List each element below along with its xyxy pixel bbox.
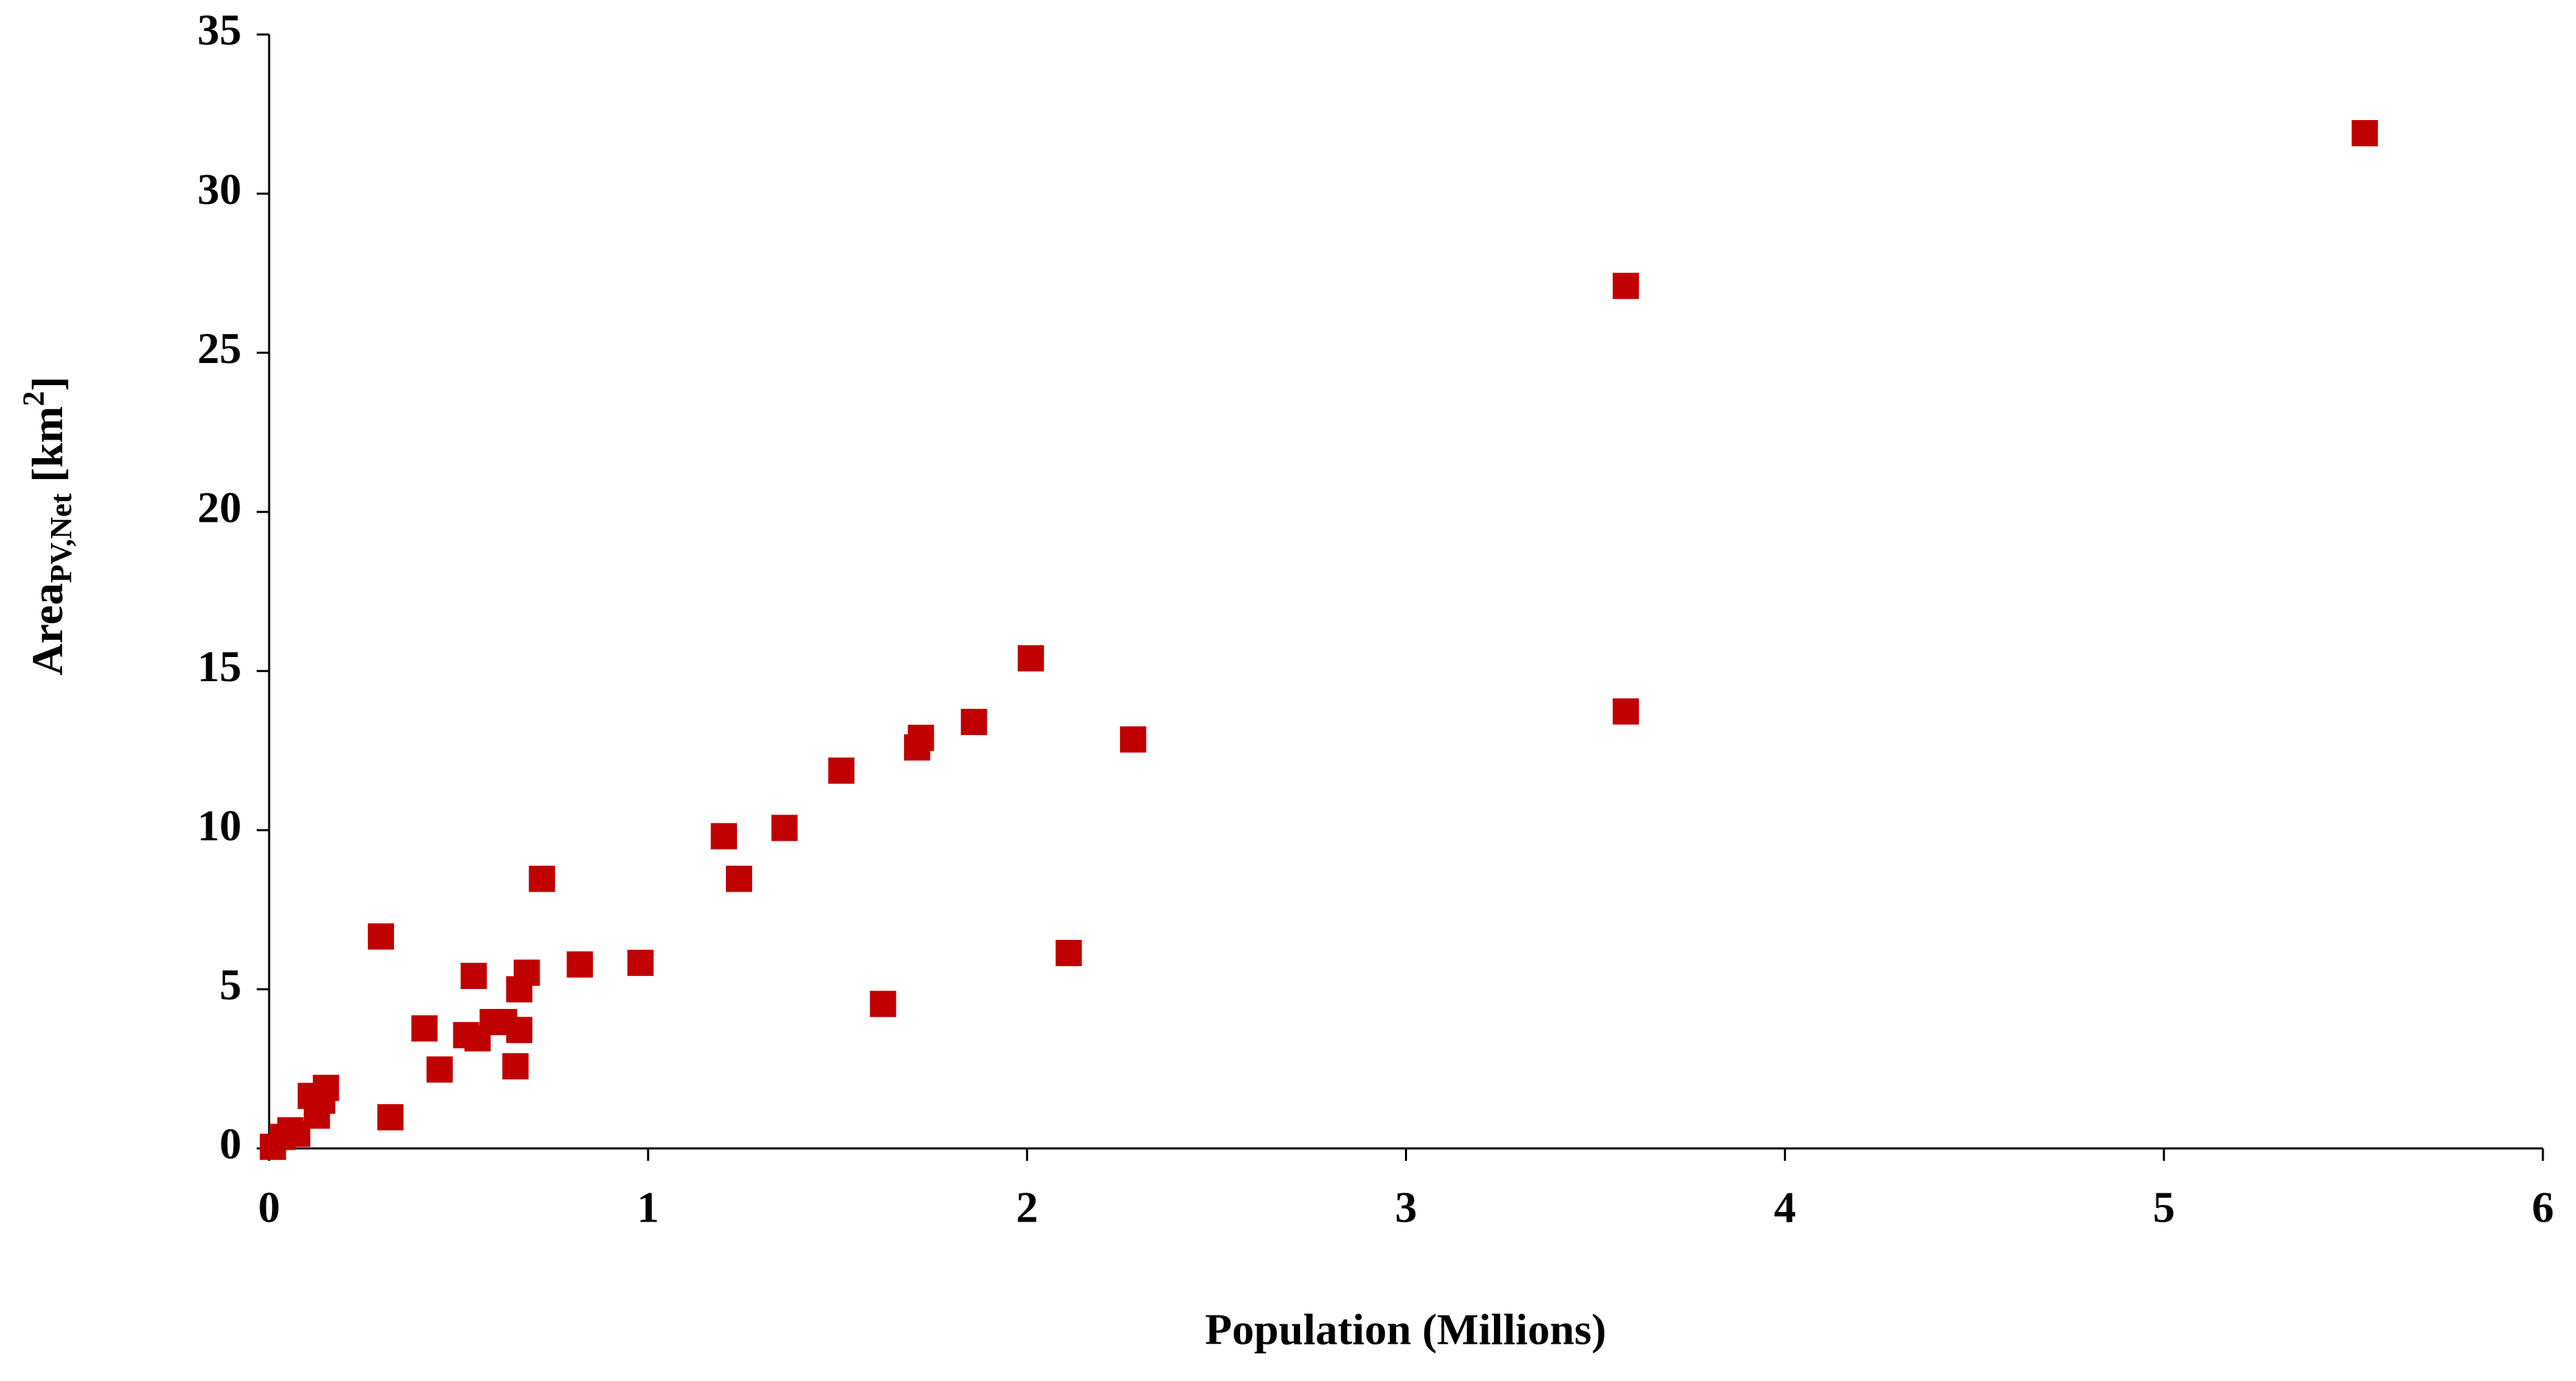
point <box>1120 726 1147 753</box>
point <box>368 923 395 950</box>
y-tick-label: 15 <box>197 642 242 691</box>
point <box>771 814 798 841</box>
y-axis-label: AreaPV,Net [km2] <box>17 376 78 675</box>
point <box>567 951 593 978</box>
x-tick-label: 3 <box>1395 1183 1417 1232</box>
x-tick-label: 1 <box>637 1183 659 1232</box>
x-tick-label: 6 <box>2532 1183 2554 1232</box>
x-tick-label: 5 <box>2153 1183 2175 1232</box>
y-label-sub: PV,Net <box>44 493 78 583</box>
point <box>460 963 487 990</box>
y-tick-label: 30 <box>197 164 242 213</box>
y-tick-label: 0 <box>219 1119 242 1168</box>
point <box>711 823 737 850</box>
y-label-close: ] <box>23 376 72 391</box>
x-tick-label: 0 <box>258 1183 280 1232</box>
point <box>2351 119 2378 146</box>
point <box>869 990 896 1017</box>
x-tick-label: 4 <box>1774 1183 1796 1232</box>
point <box>907 725 934 752</box>
point <box>1613 698 1640 725</box>
point <box>1055 939 1082 966</box>
y-label-unit: [km <box>23 407 72 493</box>
y-tick-label: 5 <box>219 960 242 1009</box>
point <box>1613 273 1640 300</box>
x-tick-label: 2 <box>1016 1183 1038 1232</box>
point <box>828 757 855 784</box>
point <box>313 1075 340 1101</box>
point <box>411 1015 438 1042</box>
point <box>627 950 654 977</box>
point <box>426 1056 453 1083</box>
point <box>377 1104 404 1130</box>
point <box>529 865 555 892</box>
y-tick-label: 20 <box>197 482 242 531</box>
y-label-main: Area <box>23 583 72 676</box>
point <box>1017 645 1044 672</box>
point <box>961 709 987 736</box>
y-tick-label: 10 <box>197 801 242 850</box>
y-tick-label: 25 <box>197 324 242 373</box>
point <box>725 865 752 892</box>
y-tick-label: 35 <box>197 6 242 55</box>
y-label-sup: 2 <box>17 391 50 407</box>
point <box>502 1053 529 1080</box>
point <box>513 959 540 986</box>
point <box>506 1017 533 1044</box>
x-axis-label: Population (Millions) <box>1205 1305 1606 1354</box>
